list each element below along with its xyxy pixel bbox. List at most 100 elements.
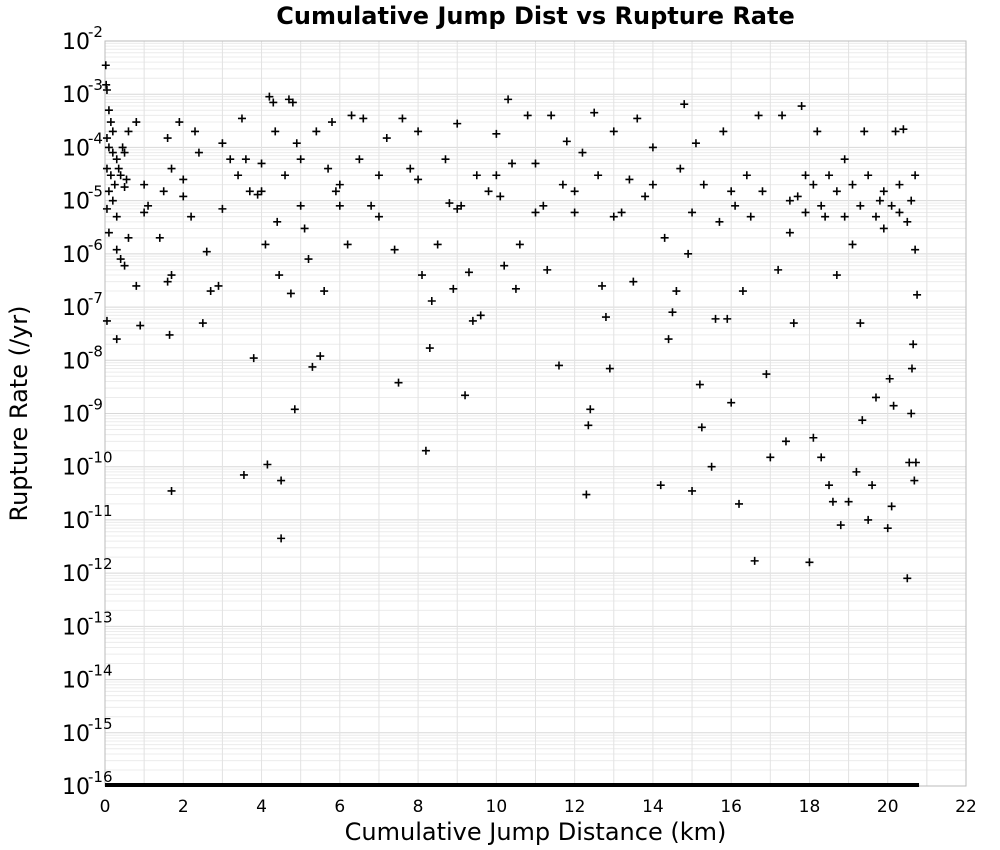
y-tick-label: 10-3 <box>62 76 103 108</box>
data-point <box>118 143 127 152</box>
data-point <box>406 164 415 173</box>
data-point <box>633 114 642 123</box>
data-point <box>347 111 356 120</box>
data-point <box>296 201 305 210</box>
y-tick-base: 10 <box>62 669 90 694</box>
data-point <box>766 453 775 462</box>
data-point <box>257 159 266 168</box>
x-tick-label: 20 <box>877 797 899 817</box>
data-point <box>719 127 728 136</box>
data-point <box>570 208 579 217</box>
data-point <box>554 361 563 370</box>
data-point <box>104 143 113 152</box>
data-point <box>382 134 391 143</box>
data-point <box>335 201 344 210</box>
data-point <box>102 134 111 143</box>
data-point <box>418 271 427 280</box>
data-point <box>562 137 571 146</box>
data-point <box>738 287 747 296</box>
x-tick-label: 22 <box>955 797 977 817</box>
data-point <box>167 486 176 495</box>
data-point <box>265 92 274 101</box>
x-tick-label: 12 <box>564 797 586 817</box>
data-point <box>331 187 340 196</box>
data-point <box>832 187 841 196</box>
y-tick-base: 10 <box>62 775 90 800</box>
data-point <box>875 196 884 205</box>
data-point <box>496 192 505 201</box>
data-point <box>742 171 751 180</box>
data-point <box>889 401 898 410</box>
y-tick-base: 10 <box>62 243 90 268</box>
data-point <box>848 240 857 249</box>
y-tick-base: 10 <box>62 190 90 215</box>
chart-title: Cumulative Jump Dist vs Rupture Rate <box>276 2 795 30</box>
data-point <box>163 134 172 143</box>
data-point <box>531 208 540 217</box>
data-point <box>511 284 520 293</box>
data-point <box>913 290 922 299</box>
data-point <box>570 187 579 196</box>
data-point <box>449 284 458 293</box>
y-tick-exponent: -4 <box>88 129 103 147</box>
y-tick-exponent: -13 <box>88 608 113 626</box>
y-tick-base: 10 <box>62 30 90 55</box>
data-point <box>617 208 626 217</box>
data-point <box>909 340 918 349</box>
y-tick-exponent: -16 <box>88 768 113 786</box>
data-point <box>699 180 708 189</box>
data-point <box>390 245 399 254</box>
data-point <box>304 255 313 264</box>
data-point <box>101 61 110 70</box>
data-point <box>355 155 364 164</box>
data-point <box>441 155 450 164</box>
data-point <box>234 171 243 180</box>
data-point <box>237 114 246 123</box>
data-point <box>817 201 826 210</box>
data-point <box>277 476 286 485</box>
data-point <box>727 187 736 196</box>
data-point <box>911 171 920 180</box>
data-point <box>735 499 744 508</box>
data-point <box>907 409 916 418</box>
data-point <box>864 515 873 524</box>
data-point <box>711 314 720 323</box>
data-point <box>598 281 607 290</box>
data-point <box>707 462 716 471</box>
y-tick-exponent: -15 <box>88 715 113 733</box>
data-point <box>120 261 129 270</box>
data-point <box>245 187 254 196</box>
data-point <box>116 255 125 264</box>
data-point <box>547 111 556 120</box>
data-point <box>660 233 669 242</box>
data-point <box>868 481 877 490</box>
data-point <box>817 453 826 462</box>
data-point <box>286 289 295 298</box>
data-point <box>762 370 771 379</box>
data-point <box>825 481 834 490</box>
data-point <box>206 287 215 296</box>
data-point <box>809 180 818 189</box>
grid-lines <box>104 41 967 787</box>
data-point <box>590 108 599 117</box>
y-tick-base: 10 <box>62 403 90 428</box>
data-point <box>754 111 763 120</box>
data-point <box>695 380 704 389</box>
data-point <box>136 321 145 330</box>
data-point <box>903 217 912 226</box>
data-point <box>165 330 174 339</box>
data-point <box>187 212 196 221</box>
data-point <box>398 114 407 123</box>
data-point <box>778 111 787 120</box>
x-tick-label: 6 <box>334 797 345 817</box>
data-point <box>785 228 794 237</box>
data-point <box>601 313 610 322</box>
data-point <box>848 180 857 189</box>
x-axis-label: Cumulative Jump Distance (km) <box>345 818 727 846</box>
data-point <box>108 127 117 136</box>
data-point <box>801 208 810 217</box>
data-point <box>895 208 904 217</box>
data-point <box>911 458 920 467</box>
data-point <box>840 212 849 221</box>
data-point <box>774 265 783 274</box>
